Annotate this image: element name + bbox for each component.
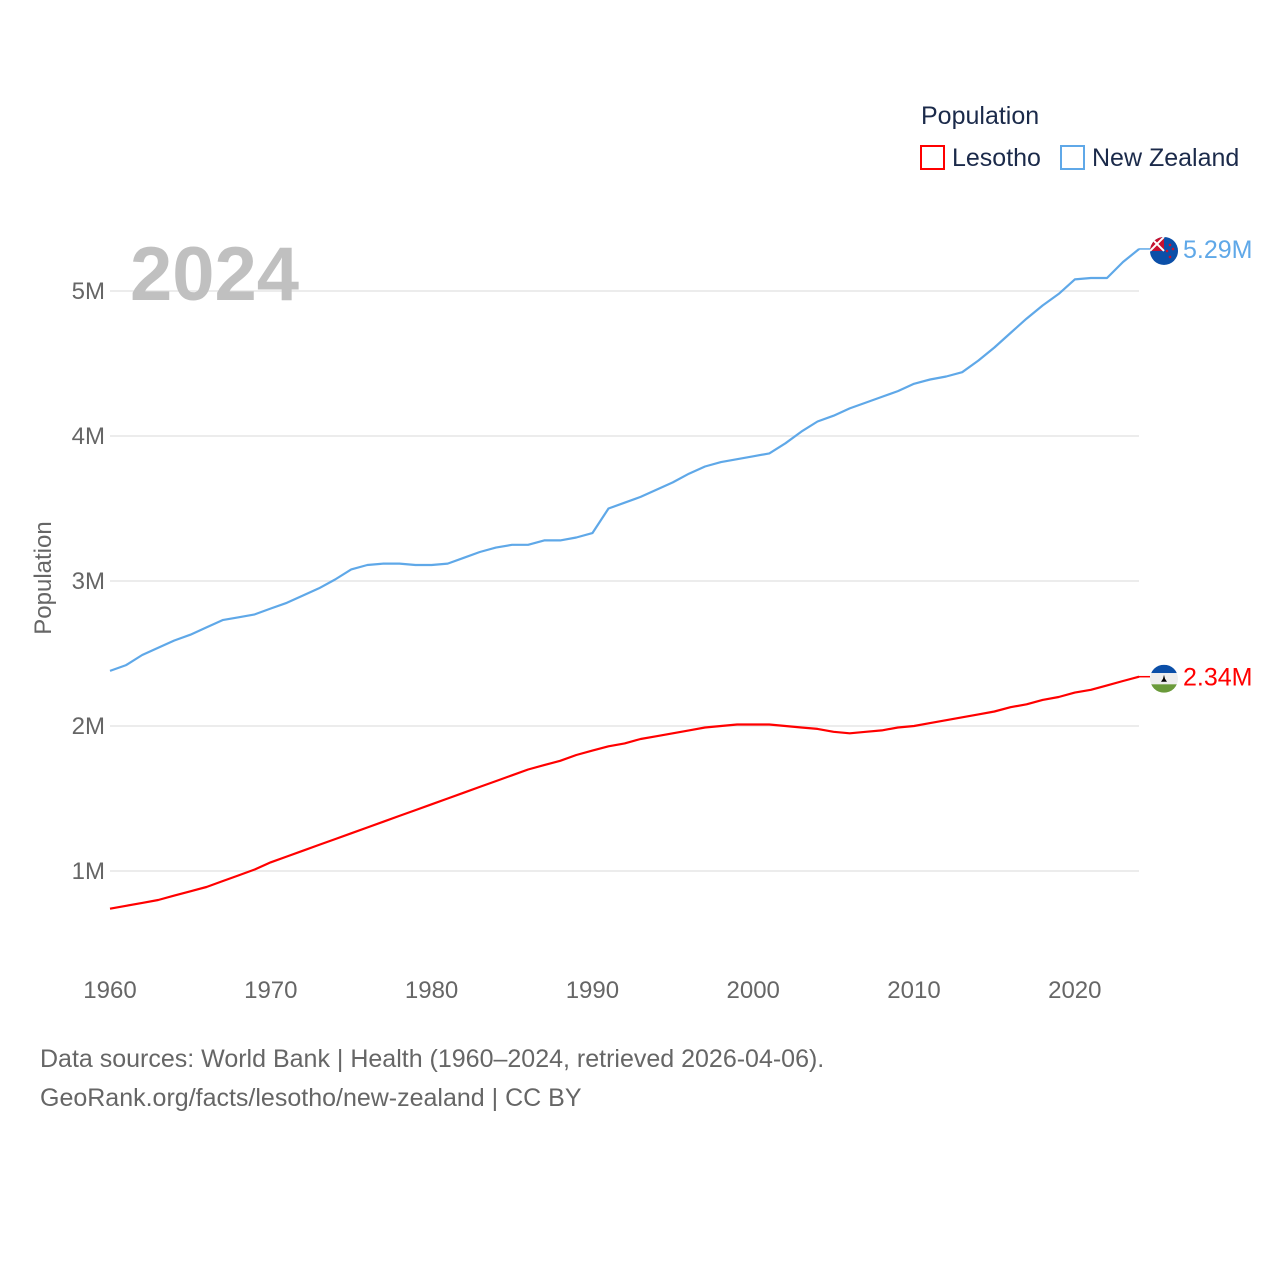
x-tick-label: 1960 [83, 977, 136, 1004]
x-tick-label: 2000 [727, 977, 780, 1004]
legend-label-lesotho[interactable]: Lesotho [952, 144, 1041, 172]
flag-green-band [1150, 684, 1178, 693]
y-tick-label: 2M [72, 713, 105, 740]
flag-blue-band [1150, 664, 1178, 674]
flag-body [1150, 236, 1178, 265]
legend-label-new-zealand[interactable]: New Zealand [1092, 144, 1239, 172]
end-value-label-lesotho: 2.34M [1183, 664, 1252, 692]
x-tick-label: 2010 [887, 977, 940, 1004]
series-line-lesotho [109, 675, 1140, 910]
y-tick-label: 3M [72, 568, 105, 595]
legend: Population Lesotho New Zealand [920, 102, 1239, 172]
end-value-label-new-zealand: 5.29M [1183, 236, 1252, 264]
x-tick-label: 1980 [405, 977, 458, 1004]
y-tick-label: 1M [72, 858, 105, 885]
line-chart: 2024 Population 1960 1970 1980 1990 2000 2010… [30, 102, 1252, 1004]
flag-star [1165, 249, 1169, 253]
data-source-text: Data sources: World Bank | Health (1960–… [40, 1045, 825, 1073]
y-tick-label: 5M [72, 278, 105, 305]
flag-new-zealand-icon [1150, 236, 1178, 265]
flag-star [1168, 243, 1172, 247]
flag-body [1150, 664, 1178, 693]
series-line-new-zealand [109, 248, 1140, 672]
flag-star [1168, 255, 1172, 259]
x-tick-label: 1970 [244, 977, 297, 1004]
x-tick-label: 1990 [566, 977, 619, 1004]
legend-swatch-lesotho[interactable] [920, 145, 945, 170]
year-watermark: 2024 [130, 232, 299, 317]
attribution-link[interactable]: GeoRank.org/facts/lesotho/new-zealand | … [40, 1084, 582, 1112]
legend-swatch-new-zealand[interactable] [1060, 145, 1085, 170]
x-tick-label: 2020 [1048, 977, 1101, 1004]
flag-hat [1161, 674, 1167, 682]
legend-title: Population [921, 102, 1039, 130]
y-tick-label: 4M [72, 423, 105, 450]
flag-lesotho-icon [1150, 664, 1178, 693]
y-axis-label: Population [30, 521, 57, 634]
flag-star [1171, 247, 1175, 251]
